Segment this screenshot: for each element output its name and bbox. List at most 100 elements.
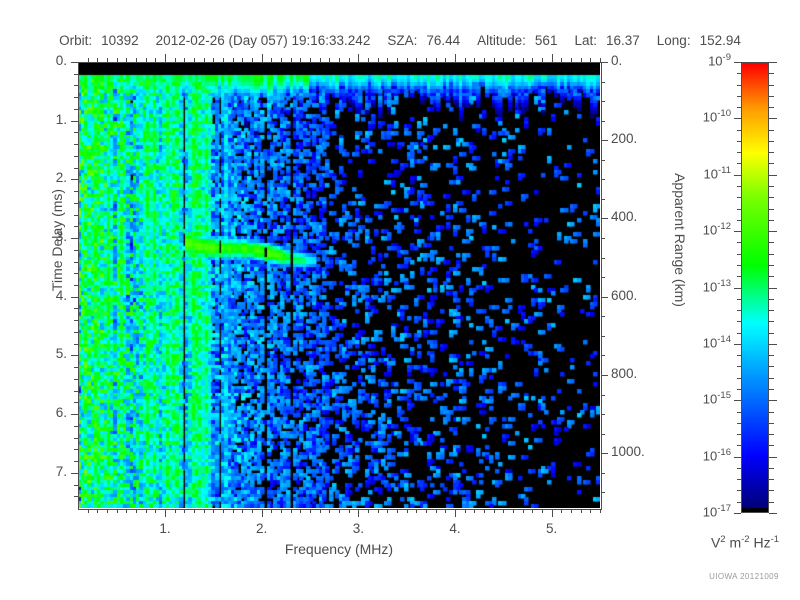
colorbar-minor-tick-right bbox=[769, 388, 774, 390]
y-left-minor-tick bbox=[74, 390, 78, 392]
x-minor-tick bbox=[194, 509, 195, 513]
colorbar-tick-label: 10-9 bbox=[708, 52, 731, 68]
x-top-tick bbox=[281, 58, 282, 62]
colorbar-minor-tick-right bbox=[769, 276, 774, 278]
x-top-tick bbox=[406, 58, 408, 62]
y-right-minor-tick bbox=[601, 316, 605, 318]
orbit-value: 10392 bbox=[101, 32, 139, 48]
x-top-tick bbox=[474, 58, 476, 62]
x-minor-tick bbox=[252, 509, 253, 513]
x-minor-tick bbox=[435, 509, 437, 513]
colorbar-minor-tick-right bbox=[769, 107, 774, 109]
x-top-tick bbox=[97, 58, 99, 62]
x-top-tick bbox=[116, 58, 118, 62]
x-tick-label: 2. bbox=[256, 521, 268, 536]
sza-label: SZA: bbox=[387, 32, 418, 48]
colorbar-minor-tick-left bbox=[737, 490, 741, 492]
colorbar-tick-exponent: -14 bbox=[717, 333, 731, 345]
y-left-minor-tick bbox=[74, 144, 78, 146]
x-top-tick bbox=[184, 58, 186, 62]
colorbar-tick-label: 10-17 bbox=[703, 503, 731, 519]
x-top-tick bbox=[213, 58, 215, 62]
colorbar-minor-tick-right bbox=[769, 152, 774, 154]
y-left-minor-tick bbox=[74, 378, 78, 380]
colorbar-minor-tick-left bbox=[737, 276, 741, 278]
x-minor-tick bbox=[387, 509, 389, 513]
colorbar-minor-tick-left bbox=[737, 377, 741, 379]
colorbar-tick-label: 10-14 bbox=[703, 334, 731, 350]
colorbar-minor-tick-right bbox=[769, 501, 774, 503]
y-left-tick-label: 2. bbox=[55, 170, 67, 186]
y-left-minor-tick bbox=[74, 108, 78, 110]
y-left-minor-tick bbox=[74, 273, 78, 275]
x-top-tick bbox=[445, 58, 447, 62]
colorbar-tick-label: 10-15 bbox=[703, 390, 731, 406]
colorbar-tick-exponent: -10 bbox=[717, 108, 731, 120]
y-left-minor-tick bbox=[74, 425, 78, 427]
x-minor-tick bbox=[97, 509, 99, 513]
colorbar-minor-tick-left bbox=[737, 422, 741, 424]
y-right-minor-tick bbox=[601, 257, 605, 259]
colorbar-major-tick-left bbox=[734, 62, 741, 63]
y-left-major-tick bbox=[71, 120, 78, 122]
colorbar-minor-tick-right bbox=[769, 163, 774, 165]
y-right-minor-tick bbox=[601, 472, 605, 474]
colorbar-tick-label: 10-12 bbox=[703, 221, 731, 237]
unit-meters: m bbox=[725, 534, 742, 551]
x-minor-tick bbox=[319, 509, 321, 513]
unit-volts-exp: 2 bbox=[720, 534, 726, 545]
x-minor-tick bbox=[339, 509, 340, 513]
colorbar-minor-tick-right bbox=[769, 219, 774, 221]
x-minor-tick bbox=[571, 509, 572, 513]
colorbar-minor-tick-left bbox=[737, 219, 741, 221]
x-top-tick bbox=[232, 58, 234, 62]
radargram-plot-area bbox=[78, 62, 600, 508]
x-top-tick bbox=[571, 58, 572, 62]
colorbar-major-tick-left bbox=[734, 174, 741, 176]
x-minor-tick bbox=[290, 509, 292, 513]
colorbar-tick-mantissa: 10 bbox=[708, 53, 723, 69]
colorbar-minor-tick-left bbox=[737, 73, 741, 75]
x-top-tick bbox=[242, 58, 244, 62]
colorbar-minor-tick-left bbox=[737, 366, 741, 368]
y-left-major-tick bbox=[71, 62, 78, 63]
unit-hertz: Hz bbox=[749, 534, 771, 551]
x-top-tick bbox=[339, 58, 340, 62]
colorbar-major-tick-right bbox=[769, 400, 777, 402]
colorbar-tick-mantissa: 10 bbox=[702, 391, 718, 407]
y-left-minor-tick bbox=[74, 449, 78, 451]
y-left-tick-label: 0. bbox=[55, 53, 67, 68]
x-top-tick bbox=[271, 58, 273, 62]
colorbar-tick-mantissa: 10 bbox=[702, 222, 718, 238]
colorbar-minor-tick-left bbox=[737, 388, 741, 390]
y-left-major-tick bbox=[71, 296, 78, 298]
x-top-tick bbox=[377, 58, 379, 62]
x-top-tick bbox=[203, 58, 205, 62]
x-minor-tick bbox=[426, 509, 427, 513]
y-left-tick-label: 1. bbox=[55, 111, 67, 127]
colorbar-tick-exponent: -16 bbox=[717, 446, 731, 458]
colorbar-minor-tick-left bbox=[737, 242, 741, 244]
colorbar-minor-tick-left bbox=[737, 107, 741, 109]
x-minor-tick bbox=[203, 509, 205, 513]
x-major-tick bbox=[455, 509, 456, 517]
x-top-tick bbox=[551, 54, 553, 62]
y-left-minor-tick bbox=[74, 214, 78, 216]
y-right-major-tick bbox=[601, 62, 608, 63]
colorbar-minor-tick-left bbox=[737, 95, 741, 97]
x-minor-tick bbox=[484, 509, 485, 513]
x-minor-tick bbox=[155, 509, 157, 513]
x-minor-tick bbox=[184, 509, 186, 513]
colorbar-major-tick-right bbox=[769, 62, 777, 63]
y-right-minor-tick bbox=[601, 433, 605, 435]
y-left-tick-label: 4. bbox=[55, 287, 67, 303]
x-major-tick bbox=[551, 509, 553, 517]
colorbar-minor-tick-left bbox=[737, 152, 741, 154]
x-top-tick bbox=[107, 58, 108, 62]
y-left-major-tick bbox=[71, 355, 78, 357]
x-minor-tick bbox=[232, 509, 234, 513]
x-top-tick bbox=[532, 58, 534, 62]
y-left-minor-tick bbox=[74, 85, 78, 87]
y-left-minor-tick bbox=[74, 132, 78, 134]
